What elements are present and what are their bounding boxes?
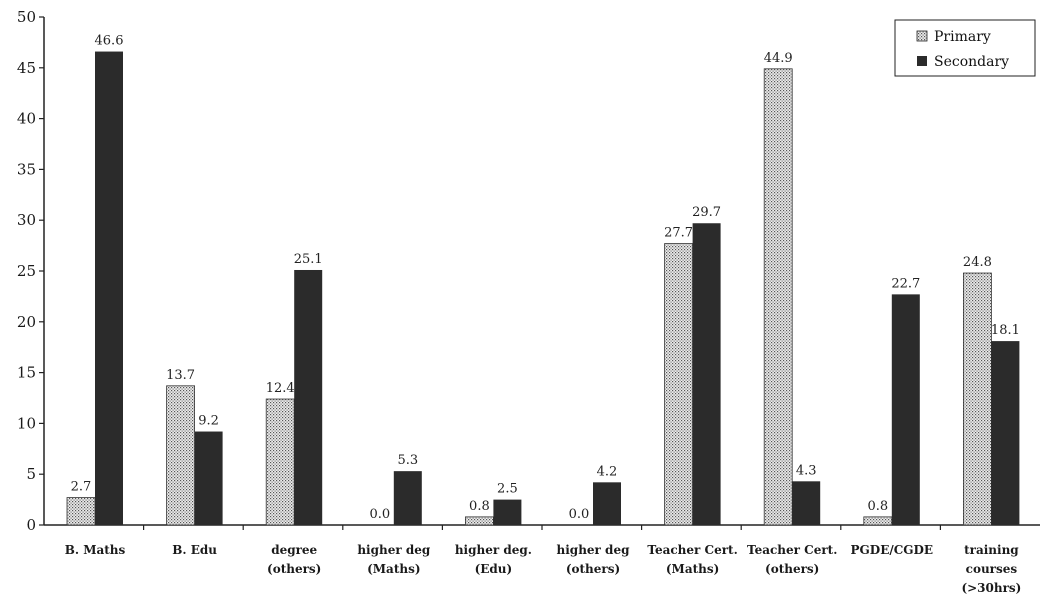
category-label: Teacher Cert. bbox=[647, 543, 737, 557]
category-label: higher deg bbox=[557, 543, 631, 557]
category-label: (others) bbox=[765, 562, 819, 576]
data-label-secondary: 4.3 bbox=[796, 463, 817, 478]
bar-secondary bbox=[294, 269, 323, 525]
y-tick-label: 40 bbox=[17, 110, 36, 128]
category-label: (others) bbox=[566, 562, 620, 576]
bar-primary bbox=[464, 516, 494, 526]
bar-secondary bbox=[393, 471, 422, 525]
bar-secondary bbox=[493, 499, 522, 525]
bar-secondary bbox=[692, 223, 721, 526]
legend: Primary Secondary bbox=[894, 19, 1036, 77]
category-labels: B. Maths B. Edu degree (others) higher deg (M… bbox=[65, 543, 1022, 595]
category-label: degree bbox=[271, 543, 317, 557]
data-label-primary: 0.0 bbox=[569, 507, 590, 522]
category-label: higher deg. bbox=[455, 543, 532, 557]
category-label: (>30hrs) bbox=[961, 581, 1021, 595]
category-label: (others) bbox=[267, 562, 321, 576]
data-label-secondary: 2.5 bbox=[497, 482, 518, 497]
legend-box bbox=[894, 19, 1036, 77]
data-label-secondary: 46.6 bbox=[95, 34, 124, 49]
bar-secondary bbox=[891, 294, 920, 525]
category-label: B. Maths bbox=[65, 543, 126, 557]
bar-primary bbox=[166, 385, 196, 526]
data-label-secondary: 18.1 bbox=[991, 323, 1020, 338]
data-label-secondary: 29.7 bbox=[692, 205, 721, 220]
bar-primary bbox=[66, 497, 96, 526]
legend-swatch-secondary bbox=[917, 56, 927, 66]
legend-swatch-primary bbox=[916, 30, 928, 42]
bar-primary bbox=[763, 68, 793, 526]
bar-secondary bbox=[991, 341, 1020, 525]
legend-label-secondary: Secondary bbox=[934, 54, 1009, 70]
data-labels: 2.7 13.7 12.4 0.0 0.8 0.0 27.7 44.9 0.8 24.8 46.6 9… bbox=[71, 34, 1020, 522]
data-label-secondary: 9.2 bbox=[198, 414, 219, 429]
category-label: (Maths) bbox=[666, 562, 719, 576]
data-label-secondary: 4.2 bbox=[597, 464, 618, 479]
data-label-primary: 0.8 bbox=[867, 499, 888, 514]
category-label: B. Edu bbox=[172, 543, 217, 557]
data-label-secondary: 25.1 bbox=[294, 252, 323, 267]
data-label-secondary: 22.7 bbox=[891, 276, 920, 291]
data-label-secondary: 5.3 bbox=[397, 453, 418, 468]
y-tick-label: 35 bbox=[17, 160, 36, 178]
y-tick-label: 0 bbox=[26, 516, 36, 534]
bar-primary bbox=[863, 516, 893, 526]
data-label-primary: 13.7 bbox=[166, 368, 195, 383]
data-label-primary: 0.8 bbox=[469, 499, 490, 514]
y-tick-label: 20 bbox=[17, 313, 36, 331]
y-tick-label: 50 bbox=[17, 8, 36, 26]
data-label-primary: 12.4 bbox=[266, 381, 295, 396]
y-tick-label: 45 bbox=[17, 59, 36, 77]
category-label: PGDE/CGDE bbox=[851, 543, 934, 557]
bar-secondary bbox=[593, 482, 621, 525]
x-axis-ticks bbox=[143, 525, 942, 530]
data-label-primary: 27.7 bbox=[664, 226, 693, 241]
bar-secondary bbox=[792, 481, 821, 525]
y-tick-label: 5 bbox=[26, 465, 36, 483]
y-tick-label: 10 bbox=[17, 414, 36, 432]
bar-primary bbox=[963, 272, 992, 526]
category-label: courses bbox=[966, 562, 1018, 576]
data-label-primary: 0.0 bbox=[369, 507, 390, 522]
category-label: (Maths) bbox=[367, 562, 420, 576]
category-label: Teacher Cert. bbox=[747, 543, 837, 557]
data-label-primary: 24.8 bbox=[963, 255, 992, 270]
category-label: higher deg bbox=[357, 543, 431, 557]
y-tick-label: 30 bbox=[17, 211, 36, 229]
legend-label-primary: Primary bbox=[934, 29, 991, 45]
category-label: training bbox=[964, 543, 1019, 557]
y-tick-label: 25 bbox=[17, 262, 36, 280]
y-tick-label: 15 bbox=[17, 364, 36, 382]
category-label: (Edu) bbox=[475, 562, 513, 576]
data-label-primary: 44.9 bbox=[764, 51, 793, 66]
bar-secondary bbox=[95, 51, 123, 525]
data-label-primary: 2.7 bbox=[71, 480, 92, 495]
bar-primary bbox=[664, 243, 693, 526]
bar-secondary bbox=[194, 431, 223, 525]
y-axis-ticks: 0 5 10 15 20 25 30 35 40 45 50 bbox=[17, 8, 44, 534]
bar-primary bbox=[265, 398, 295, 526]
bars bbox=[66, 51, 1020, 526]
